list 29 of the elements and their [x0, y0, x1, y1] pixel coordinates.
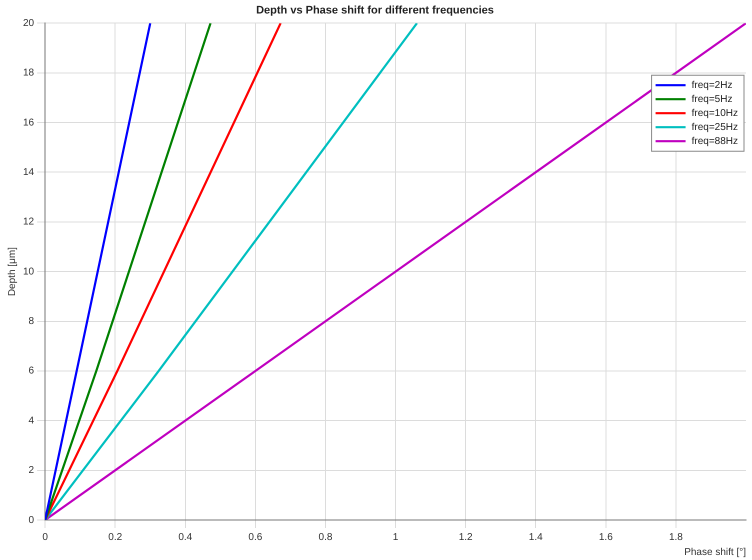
y-tick-label: 14 — [23, 166, 35, 178]
x-axis-title: Phase shift [°] — [684, 546, 746, 558]
x-tick-label: 0.8 — [318, 532, 333, 543]
y-tick-label: 8 — [28, 316, 35, 328]
y-tick-label: 16 — [23, 117, 35, 128]
y-tick-label: 6 — [28, 366, 35, 377]
y-tick-label: 18 — [23, 68, 35, 79]
y-tick-label: 10 — [23, 266, 35, 278]
y-axis-title: Depth [μm] — [6, 246, 18, 296]
y-tick-label: 20 — [23, 18, 35, 29]
x-tick-label: 1.4 — [528, 532, 544, 543]
x-tick-label: 0.6 — [248, 532, 263, 543]
x-tick-label: 1.2 — [458, 532, 474, 543]
x-tick-label: 0 — [42, 532, 48, 543]
x-tick-label: 1.6 — [598, 532, 614, 543]
x-tick-label: 0.2 — [108, 532, 123, 543]
x-tick-label: 1.8 — [668, 532, 684, 543]
y-tick-label: 12 — [23, 216, 35, 228]
y-tick-label: 4 — [28, 415, 35, 426]
y-tick-label: 2 — [28, 465, 35, 476]
x-tick-label: 1 — [392, 532, 399, 543]
legend-label: freq=5Hz — [692, 94, 732, 105]
legend-label: freq=88Hz — [692, 136, 738, 147]
legend-label: freq=10Hz — [692, 108, 738, 119]
y-tick-label: 0 — [28, 514, 35, 526]
x-tick-label: 0.4 — [178, 532, 193, 543]
legend-label: freq=2Hz — [692, 80, 732, 91]
chart-title: Depth vs Phase shift for different frequencies — [256, 4, 494, 17]
legend-label: freq=25Hz — [692, 122, 738, 133]
